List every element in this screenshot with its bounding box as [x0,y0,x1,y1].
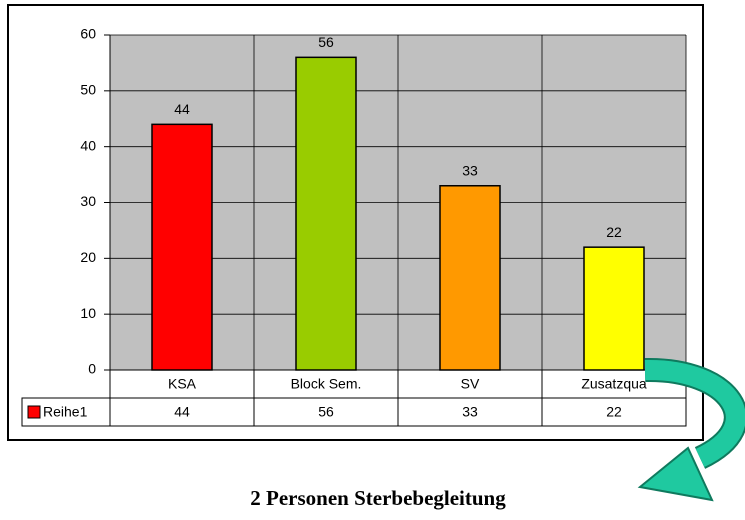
legend-label: Reihe1 [43,404,88,420]
data-label: 44 [174,101,190,117]
x-tick-label: Block Sem. [291,376,362,392]
y-tick-label: 40 [80,137,96,153]
y-tick-label: 30 [80,193,96,209]
y-tick-label: 0 [88,361,96,377]
bar [439,185,501,371]
x-tick-label: SV [461,376,480,392]
chart-title: 2 Personen Sterbebegleitung [250,486,506,510]
bar [295,56,357,371]
table-value: 44 [174,404,190,420]
y-tick-label: 20 [80,249,96,265]
y-tick-label: 50 [80,82,96,98]
y-tick-label: 10 [80,305,96,321]
x-tick-label: Zusatzqua [581,376,647,392]
table-value: 22 [606,404,622,420]
data-label: 22 [606,224,622,240]
table-value: 33 [462,404,478,420]
bar [583,246,645,371]
data-label: 33 [462,162,478,178]
bar [151,123,213,371]
arrow-body [644,359,745,468]
y-tick-label: 60 [80,26,96,42]
legend-swatch [27,405,41,419]
arrow-head [637,446,714,502]
data-label: 56 [318,34,334,50]
table-value: 56 [318,404,334,420]
x-tick-label: KSA [168,376,197,392]
